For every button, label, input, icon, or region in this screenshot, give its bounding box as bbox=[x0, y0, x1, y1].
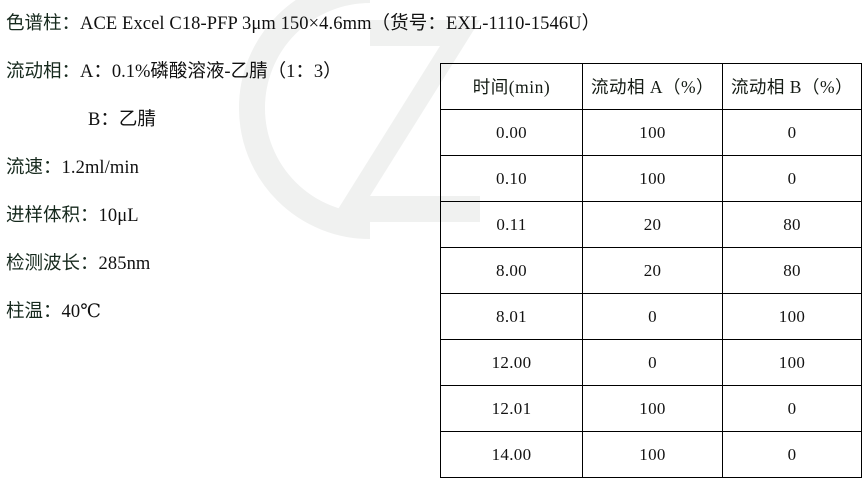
gradient-table-body: 0.00 100 0 0.10 100 0 0.11 20 80 8.00 20 80 8.01 0 100… bbox=[440, 109, 862, 478]
gradient-table-head: 时间(min) 流动相 A（%） 流动相 B（%） bbox=[440, 63, 862, 110]
gradient-cell-phase-a: 0 bbox=[582, 339, 723, 386]
table-row: 8.01 0 100 bbox=[440, 293, 862, 340]
chromatography-parameters: 色谱柱：ACE Excel C18-PFP 3μm 150×4.6mm（货号：E… bbox=[6, 0, 600, 336]
table-row: 12.00 0 100 bbox=[440, 339, 862, 386]
table-row: 0.11 20 80 bbox=[440, 201, 862, 248]
gradient-cell-time: 8.00 bbox=[440, 247, 583, 294]
param-detection-wavelength-label: 检测波长： bbox=[6, 254, 99, 274]
param-mobile-phase-label: 流动相： bbox=[6, 62, 81, 82]
param-injection-volume-label: 进样体积： bbox=[6, 206, 99, 226]
gradient-cell-phase-b: 100 bbox=[722, 293, 862, 340]
gradient-cell-time: 12.01 bbox=[440, 385, 583, 432]
gradient-header-phase-b: 流动相 B（%） bbox=[722, 63, 862, 110]
gradient-cell-time: 0.11 bbox=[440, 201, 583, 248]
param-column-temperature-value: 40℃ bbox=[61, 302, 102, 322]
gradient-cell-phase-a: 100 bbox=[582, 431, 723, 478]
gradient-cell-phase-b: 0 bbox=[722, 109, 862, 156]
param-flow-rate: 流速：1.2ml/min bbox=[6, 144, 426, 192]
gradient-cell-time: 0.00 bbox=[440, 109, 583, 156]
gradient-table: 时间(min) 流动相 A（%） 流动相 B（%） 0.00 100 0 0.10 10… bbox=[440, 63, 862, 478]
gradient-cell-phase-b: 0 bbox=[722, 431, 862, 478]
param-column-temperature: 柱温：40℃ bbox=[6, 288, 426, 336]
gradient-header-time: 时间(min) bbox=[440, 63, 583, 110]
gradient-cell-phase-a: 100 bbox=[582, 385, 723, 432]
gradient-cell-phase-b: 0 bbox=[722, 385, 862, 432]
gradient-header-phase-a: 流动相 A（%） bbox=[582, 63, 723, 110]
gradient-cell-phase-b: 100 bbox=[722, 339, 862, 386]
param-mobile-phase-b-value: B：乙腈 bbox=[88, 110, 156, 130]
param-column-label: 色谱柱： bbox=[6, 14, 81, 34]
param-mobile-phase-a-value: A：0.1%磷酸溶液-乙腈（1：3） bbox=[80, 62, 342, 82]
gradient-table-container: 时间(min) 流动相 A（%） 流动相 B（%） 0.00 100 0 0.10 10… bbox=[440, 63, 862, 478]
gradient-cell-phase-b: 0 bbox=[722, 155, 862, 202]
gradient-cell-phase-b: 80 bbox=[722, 201, 862, 248]
param-flow-rate-value: 1.2ml/min bbox=[61, 158, 139, 178]
gradient-cell-time: 0.10 bbox=[440, 155, 583, 202]
param-injection-volume: 进样体积：10μL bbox=[6, 192, 426, 240]
param-mobile-phase-b: B：乙腈 bbox=[6, 96, 426, 144]
param-mobile-phase-a: 流动相：A：0.1%磷酸溶液-乙腈（1：3） bbox=[6, 48, 426, 96]
table-row: 8.00 20 80 bbox=[440, 247, 862, 294]
gradient-cell-phase-a: 100 bbox=[582, 109, 723, 156]
table-row: 0.10 100 0 bbox=[440, 155, 862, 202]
param-flow-rate-label: 流速： bbox=[6, 158, 62, 178]
gradient-cell-phase-a: 0 bbox=[582, 293, 723, 340]
table-row: 12.01 100 0 bbox=[440, 385, 862, 432]
param-column-temperature-label: 柱温： bbox=[6, 302, 62, 322]
param-detection-wavelength-value: 285nm bbox=[98, 254, 151, 274]
table-row: 0.00 100 0 bbox=[440, 109, 862, 156]
gradient-cell-time: 12.00 bbox=[440, 339, 583, 386]
gradient-cell-time: 8.01 bbox=[440, 293, 583, 340]
gradient-cell-phase-a: 20 bbox=[582, 201, 723, 248]
table-row: 14.00 100 0 bbox=[440, 431, 862, 478]
param-column: 色谱柱：ACE Excel C18-PFP 3μm 150×4.6mm（货号：E… bbox=[6, 0, 600, 48]
param-detection-wavelength: 检测波长：285nm bbox=[6, 240, 426, 288]
gradient-cell-time: 14.00 bbox=[440, 431, 583, 478]
gradient-cell-phase-a: 100 bbox=[582, 155, 723, 202]
param-injection-volume-value: 10μL bbox=[98, 206, 139, 226]
gradient-cell-phase-b: 80 bbox=[722, 247, 862, 294]
gradient-table-header-row: 时间(min) 流动相 A（%） 流动相 B（%） bbox=[440, 63, 862, 110]
param-column-value: ACE Excel C18-PFP 3μm 150×4.6mm（货号：EXL-1… bbox=[80, 14, 601, 34]
gradient-cell-phase-a: 20 bbox=[582, 247, 723, 294]
